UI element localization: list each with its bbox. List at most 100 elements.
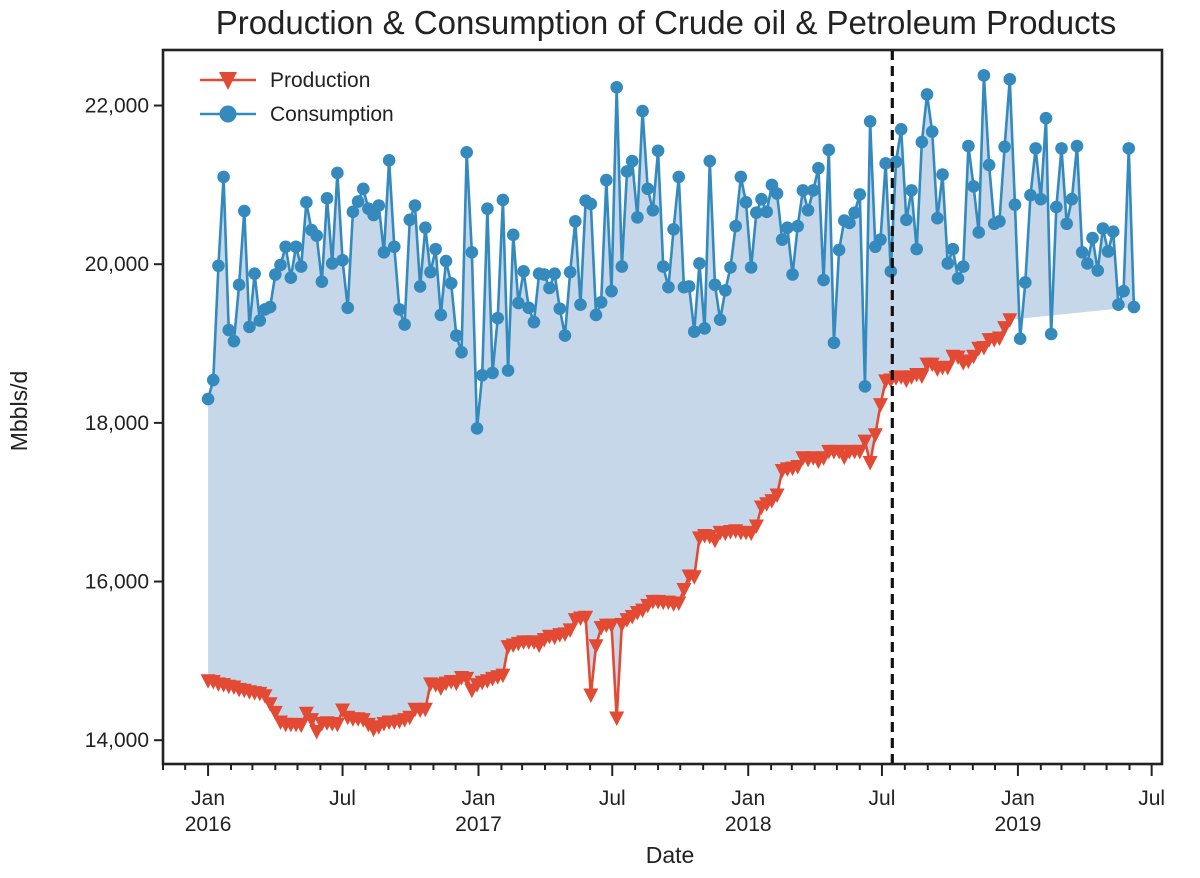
consumption-point bbox=[1044, 327, 1058, 341]
consumption-point bbox=[812, 161, 825, 175]
x-tick-label: Jan bbox=[731, 787, 765, 810]
consumption-point bbox=[206, 373, 220, 387]
consumption-point bbox=[543, 281, 556, 295]
consumption-point bbox=[724, 261, 737, 274]
consumption-point bbox=[589, 308, 603, 322]
consumption-point bbox=[1034, 192, 1048, 206]
consumption-point bbox=[977, 69, 991, 82]
production-point bbox=[495, 668, 511, 684]
consumption-point bbox=[775, 233, 789, 246]
production-point bbox=[578, 610, 594, 626]
consumption-point bbox=[713, 313, 727, 327]
consumption-point bbox=[760, 205, 773, 219]
consumption-point bbox=[853, 188, 867, 201]
production-point bbox=[304, 713, 320, 728]
production-point bbox=[867, 428, 883, 443]
consumption-point bbox=[755, 192, 768, 206]
consumption-point bbox=[636, 104, 649, 118]
consumption-point bbox=[548, 267, 561, 281]
x-tick-label: Jul bbox=[1138, 787, 1165, 810]
consumption-point bbox=[615, 260, 629, 273]
legend-consumption-marker bbox=[219, 105, 237, 123]
consumption-point bbox=[310, 229, 323, 242]
consumption-point bbox=[848, 206, 861, 219]
consumption-point bbox=[377, 246, 391, 259]
consumption-point bbox=[470, 422, 484, 435]
consumption-point bbox=[1039, 111, 1053, 125]
production-point bbox=[417, 702, 433, 718]
production-point bbox=[769, 488, 785, 504]
consumption-point bbox=[739, 196, 753, 209]
production-point bbox=[852, 444, 868, 460]
x-tick-label: Jan bbox=[1001, 787, 1035, 810]
consumption-point bbox=[506, 228, 520, 242]
consumption-point bbox=[382, 153, 396, 167]
consumption-point bbox=[527, 315, 541, 329]
consumption-point bbox=[915, 135, 929, 149]
consumption-point bbox=[398, 318, 411, 331]
consumption-point bbox=[475, 368, 489, 382]
consumption-point bbox=[1101, 245, 1115, 258]
consumption-point bbox=[894, 123, 908, 136]
production-point bbox=[872, 398, 888, 413]
production-point bbox=[862, 456, 878, 471]
consumption-point bbox=[744, 261, 758, 274]
consumption-point bbox=[931, 211, 944, 225]
consumption-point bbox=[1013, 332, 1027, 346]
consumption-point bbox=[600, 173, 613, 187]
x-tick-label: 2016 bbox=[185, 813, 232, 836]
consumption-point bbox=[770, 187, 784, 200]
x-tick-label: 2019 bbox=[995, 813, 1042, 836]
consumption-point bbox=[734, 170, 748, 184]
consumption-point bbox=[481, 202, 494, 215]
consumption-point bbox=[651, 144, 665, 158]
consumption-point bbox=[1122, 142, 1136, 155]
consumption-point bbox=[708, 278, 722, 292]
consumption-point bbox=[687, 325, 701, 338]
consumption-point bbox=[605, 284, 618, 298]
production-point bbox=[329, 717, 345, 733]
consumption-point bbox=[243, 320, 256, 334]
plot-area: 14,000 16,000 18,000 20,000 22,000 Jan 2016 Jul… bbox=[85, 48, 1165, 836]
consumption-point bbox=[610, 80, 623, 94]
consumption-point bbox=[1091, 264, 1105, 277]
production-point bbox=[857, 434, 873, 450]
consumption-point bbox=[403, 213, 417, 227]
production-point bbox=[676, 582, 692, 598]
consumption-point bbox=[232, 278, 246, 292]
consumption-point bbox=[667, 222, 680, 236]
consumption-point bbox=[279, 240, 292, 254]
consumption-point bbox=[517, 265, 530, 278]
consumption-point bbox=[1081, 257, 1094, 270]
consumption-point bbox=[719, 284, 732, 297]
consumption-point bbox=[450, 329, 463, 342]
consumption-point bbox=[827, 336, 841, 350]
consumption-point bbox=[331, 166, 344, 180]
consumption-point bbox=[941, 257, 955, 270]
consumption-point bbox=[1029, 142, 1042, 155]
consumption-point bbox=[300, 196, 313, 209]
consumption-point bbox=[1060, 217, 1073, 231]
chart-title: Production & Consumption of Crude oil & … bbox=[216, 4, 1117, 41]
consumption-point bbox=[553, 302, 567, 315]
consumption-point bbox=[269, 268, 282, 281]
x-tick-label: Jan bbox=[191, 787, 225, 810]
production-point bbox=[686, 570, 702, 585]
consumption-point bbox=[212, 259, 225, 273]
consumption-point bbox=[900, 213, 913, 227]
consumption-point bbox=[832, 243, 846, 257]
consumption-point bbox=[1075, 246, 1089, 259]
consumption-point bbox=[1050, 200, 1063, 214]
x-tick-label: 2018 bbox=[725, 813, 772, 836]
consumption-point bbox=[263, 300, 277, 314]
consumption-point bbox=[693, 257, 706, 270]
consumption-point bbox=[419, 221, 432, 235]
consumption-point bbox=[522, 301, 536, 315]
legend: Production Consumption bbox=[200, 69, 394, 126]
consumption-point bbox=[367, 208, 380, 222]
consumption-point bbox=[682, 280, 696, 293]
consumption-point bbox=[620, 165, 634, 178]
consumption-point bbox=[796, 184, 810, 197]
consumption-point bbox=[698, 322, 711, 335]
production-point bbox=[914, 369, 930, 385]
